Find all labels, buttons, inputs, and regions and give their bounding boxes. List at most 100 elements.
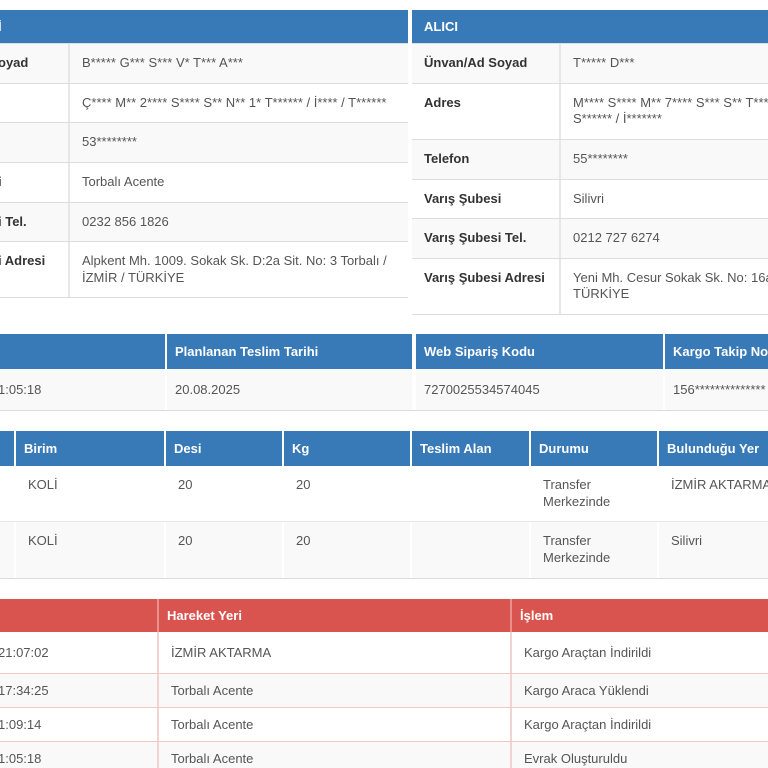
summary-data-row: 1:05:18 20.08.2025 7270025534574045 156*… bbox=[0, 369, 768, 411]
summary-header-tracking-no: Kargo Takip No bbox=[663, 334, 768, 369]
movement-location-cell: Torbalı Acente bbox=[157, 741, 510, 768]
cargo-movements-table: Hareket Yeri İşlem 21:07:02 İZMİR AKTARM… bbox=[0, 598, 768, 768]
shipment-summary-table: Planlanan Teslim Tarihi Web Sipariş Kodu… bbox=[0, 334, 768, 411]
details-status-cell: Transfer Merkezinde bbox=[529, 466, 657, 522]
summary-date-cell: 1:05:18 bbox=[0, 382, 42, 397]
receiver-panel-body: Ünvan/Ad Soyad T***** D*** Adres M**** S… bbox=[412, 43, 768, 315]
sender-row-branch-address: i Adresi Alpkent Mh. 1009. Sokak Sk. D:2… bbox=[0, 241, 408, 299]
movements-header-row: Hareket Yeri İşlem bbox=[0, 598, 768, 632]
field-label: Varış Şubesi Tel. bbox=[424, 230, 527, 246]
value-line: TÜRKİYE bbox=[573, 286, 630, 302]
movement-operation-cell: Kargo Araçtan İndirildi bbox=[510, 707, 768, 741]
receiver-row-name: Ünvan/Ad Soyad T***** D*** bbox=[412, 43, 768, 83]
value-line: B***** G*** S*** V* T*** A*** bbox=[82, 55, 243, 70]
receiver-row-branch: Varış Şubesi Silivri bbox=[412, 178, 768, 219]
details-kg-cell: 20 bbox=[282, 522, 410, 578]
details-header-piece bbox=[0, 431, 14, 466]
field-label: Varış Şubesi Adresi bbox=[424, 269, 545, 285]
summary-tracking-no-cell: 156************** bbox=[663, 369, 768, 410]
details-location-cell: Silivri bbox=[657, 522, 768, 578]
movement-row: 1:05:18 Torbalı Acente Evrak Oluşturuldu bbox=[0, 740, 768, 768]
summary-web-order-code-cell: 7270025534574045 bbox=[412, 369, 663, 410]
details-header-status: Durumu bbox=[529, 431, 657, 466]
details-header-received-by: Teslim Alan bbox=[410, 431, 529, 466]
cargo-details-table: Birim Desi Kg Teslim Alan Durumu Bulundu… bbox=[0, 431, 768, 579]
receiver-row-branch-tel: Varış Şubesi Tel. 0212 727 6274 bbox=[412, 218, 768, 258]
details-header-desi: Desi bbox=[164, 431, 282, 466]
details-desi-cell: 20 bbox=[164, 522, 282, 578]
movements-header-date bbox=[0, 599, 157, 632]
movement-date-cell: 21:07:02 bbox=[0, 644, 49, 660]
field-label bbox=[0, 84, 68, 123]
field-label: oyad bbox=[0, 55, 29, 70]
receiver-row-branch-address: Varış Şubesi Adresi Yeni Mh. Cesur Sokak… bbox=[412, 257, 768, 315]
field-value: Ç**** M** 2**** S**** S** N** 1* T******… bbox=[68, 83, 408, 123]
field-value: M**** S**** M** 7**** S*** S** T*** S** … bbox=[559, 83, 768, 139]
receiver-row-phone: Telefon 55******** bbox=[412, 138, 768, 179]
sender-row-branch-tel: i Tel. 0232 856 1826 bbox=[0, 201, 408, 242]
details-row: KOLİ 20 20 Transfer Merkezinde İZMİR AKT… bbox=[0, 466, 768, 522]
value-line: Yeni Mh. Cesur Sokak Sk. No: 16a bbox=[573, 269, 768, 285]
movement-row: 21:07:02 İZMİR AKTARMA Kargo Araçtan İnd… bbox=[0, 631, 768, 673]
details-piece-cell bbox=[0, 466, 14, 521]
details-unit-cell: KOLİ bbox=[14, 522, 164, 578]
sender-row-name: oyad B***** G*** S*** V* T*** A*** bbox=[0, 43, 408, 83]
value-line: S****** / İ******* bbox=[573, 111, 662, 127]
details-kg-cell: 20 bbox=[282, 466, 410, 522]
value-line: M**** S**** M** 7**** S*** S** T*** S** bbox=[573, 94, 768, 110]
value-line: Silivri bbox=[573, 190, 605, 206]
sender-panel-header: İ bbox=[0, 10, 408, 43]
field-label: i Adresi bbox=[0, 253, 46, 269]
field-value: 0232 856 1826 bbox=[68, 202, 408, 242]
field-value: Torbalı Acente bbox=[68, 162, 408, 202]
field-label: i Tel. bbox=[0, 213, 27, 229]
value-line: Ç**** M** 2**** S**** S** N** 1* T******… bbox=[82, 94, 387, 110]
field-value: B***** G*** S*** V* T*** A*** bbox=[68, 44, 408, 83]
field-label: i bbox=[0, 163, 68, 202]
movement-date-cell: 1:09:14 bbox=[0, 716, 42, 732]
value-line: 55******** bbox=[573, 150, 628, 166]
summary-header-planned-delivery: Planlanan Teslim Tarihi bbox=[165, 334, 412, 369]
field-value: Alpkent Mh. 1009. Sokak Sk. D:2a Sit. No… bbox=[68, 242, 408, 298]
movement-location-cell: İZMİR AKTARMA bbox=[157, 631, 510, 673]
field-value: 55******** bbox=[559, 139, 768, 179]
field-label bbox=[0, 123, 68, 162]
value-line: Alpkent Mh. 1009. Sokak Sk. D:2a Sit. No… bbox=[82, 253, 387, 269]
summary-planned-delivery-cell: 20.08.2025 bbox=[165, 369, 412, 410]
field-label: Varış Şubesi bbox=[424, 190, 502, 206]
receiver-panel-header: ALICI bbox=[412, 10, 768, 43]
details-received-by-cell bbox=[410, 466, 529, 522]
movement-location-cell: Torbalı Acente bbox=[157, 707, 510, 741]
field-value: T***** D*** bbox=[559, 44, 768, 83]
movements-header-location: Hareket Yeri bbox=[157, 598, 510, 632]
receiver-panel: ALICI Ünvan/Ad Soyad T***** D*** Adres M… bbox=[412, 10, 768, 315]
details-location-cell: İZMİR AKTARMA bbox=[657, 466, 768, 522]
details-desi-cell: 20 bbox=[164, 466, 282, 522]
field-label: Ünvan/Ad Soyad bbox=[424, 55, 528, 70]
value-line: 0212 727 6274 bbox=[573, 230, 660, 246]
details-unit-cell: KOLİ bbox=[14, 466, 164, 522]
details-received-by-cell bbox=[410, 522, 529, 578]
value-line: Torbalı Acente bbox=[82, 173, 165, 189]
summary-header-date bbox=[0, 334, 165, 369]
sender-row-address: Ç**** M** 2**** S**** S** N** 1* T******… bbox=[0, 82, 408, 123]
field-value: Silivri bbox=[559, 179, 768, 219]
value-line: 0232 856 1826 bbox=[82, 213, 169, 229]
sender-panel-body: oyad B***** G*** S*** V* T*** A*** Ç****… bbox=[0, 43, 408, 299]
value-line: T***** D*** bbox=[573, 55, 635, 70]
sender-row-branch: i Torbalı Acente bbox=[0, 161, 408, 202]
movement-row: 1:09:14 Torbalı Acente Kargo Araçtan İnd… bbox=[0, 706, 768, 741]
summary-header-web-order-code: Web Sipariş Kodu bbox=[412, 334, 663, 369]
sender-row-phone: 53******** bbox=[0, 122, 408, 162]
details-row: KOLİ 20 20 Transfer Merkezinde Silivri bbox=[0, 521, 768, 579]
details-header-location: Bulunduğu Yer bbox=[657, 431, 768, 466]
field-label: Adres bbox=[424, 94, 461, 110]
movement-row: 17:34:25 Torbalı Acente Kargo Araca Yükl… bbox=[0, 672, 768, 707]
movement-location-cell: Torbalı Acente bbox=[157, 673, 510, 707]
value-line: İZMİR / TÜRKİYE bbox=[82, 269, 185, 285]
summary-header-row: Planlanan Teslim Tarihi Web Sipariş Kodu… bbox=[0, 334, 768, 369]
details-piece-cell bbox=[0, 522, 14, 577]
movements-header-operation: İşlem bbox=[510, 598, 768, 632]
